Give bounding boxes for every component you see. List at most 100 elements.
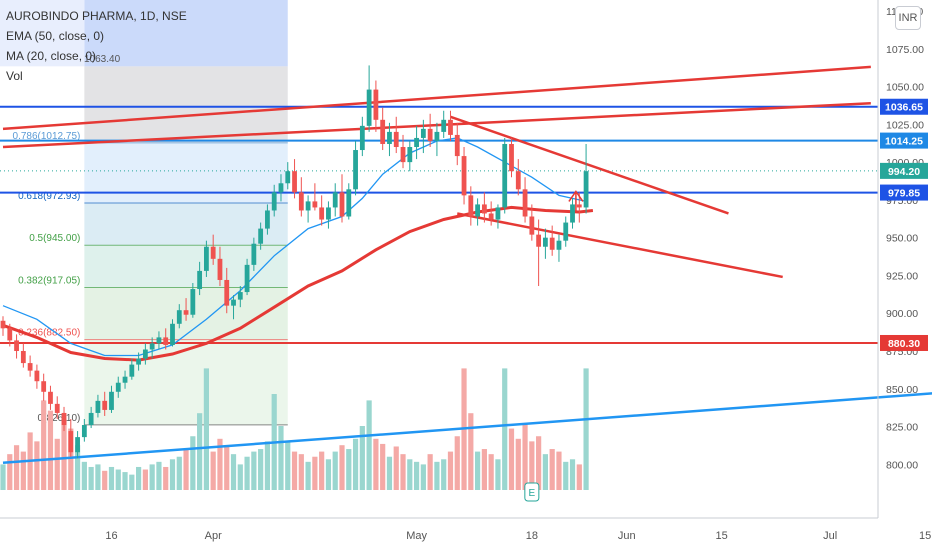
candle-body [163,337,169,345]
chart-legend: AUROBINDO PHARMA, 1D, NSE EMA (50, close… [6,6,187,86]
price-axis-tick: 1050.00 [886,82,924,94]
candle-body [75,437,80,453]
volume-bar [20,451,26,490]
candle-body [549,237,555,250]
time-axis-tick: Jul [823,530,837,542]
candle-body [536,234,542,247]
candle-body [102,400,108,410]
candle-body [190,289,196,315]
candle-body [448,119,453,135]
volume-bar [475,451,481,490]
price-axis-tick: 1025.00 [886,119,924,131]
candle-body [346,189,352,217]
candle-body [407,147,413,163]
volume-bar [102,470,108,490]
candle-body [509,143,514,172]
candle-body [237,292,243,300]
fib-level-label: 0.786(1012.75) [13,131,81,142]
candle-body [149,343,155,350]
candle-body [27,363,33,371]
fib-zone [84,203,288,246]
volume-bar [563,461,569,490]
candle-body [556,240,562,250]
candle-body [393,131,399,148]
volume-bar [366,400,372,490]
candle-body [366,89,372,126]
volume-bar [244,456,250,490]
candle-body [292,171,297,193]
volume-bar [522,423,528,490]
fib-zone [84,245,288,288]
candle-body [14,340,19,351]
currency-button[interactable]: INR [895,6,921,30]
time-axis-tick: 15 [716,530,728,542]
candle-body [122,376,128,383]
candle-body [265,210,270,229]
fib-level-label: 0.236(882.50) [18,328,80,339]
volume-bar [264,441,271,490]
volume-bar [312,456,318,490]
price-axis-tick: 950.00 [886,233,918,245]
candle-body [502,143,508,208]
candle-body [231,299,236,306]
volume-bar [298,454,304,490]
candle-body [481,204,487,214]
date-range-highlight [0,0,85,67]
time-axis-tick: Jun [618,530,636,542]
volume-bar [251,451,257,490]
fib-zone [84,66,288,143]
candle-body [434,131,440,141]
volume-bar [352,438,359,490]
candle-body [271,192,277,211]
candle-body [0,320,6,329]
volume-bar [190,436,196,490]
candle-body [522,189,528,217]
volume-bar [258,449,264,490]
time-axis-tick: Apr [205,530,222,542]
volume-bar [169,459,176,490]
candle-body [488,213,494,220]
candle-body [61,412,67,426]
candle-body [285,171,291,184]
volume-bar [108,466,115,490]
candle-body [461,156,467,196]
price-label: 1036.65 [885,102,923,114]
price-label: 880.30 [888,338,920,350]
candle-body [142,349,148,359]
volume-bar [495,459,501,490]
volume-bar [68,428,74,490]
volume-bar [373,438,379,490]
trendline-rising-support [2,392,932,465]
volume-indicator-label[interactable]: Vol [6,69,23,83]
ma-indicator-label[interactable]: MA (20, close, 0) [6,49,97,63]
volume-bar [427,454,433,490]
candle-body [20,350,26,364]
volume-bar [224,446,230,490]
candle-body [95,400,101,413]
time-axis-tick: 15 [919,530,931,542]
volume-bar [434,461,440,490]
candle-body [278,183,284,193]
trendline-upper-channel [2,65,871,131]
candle-body [204,246,209,271]
candle-body [170,323,175,345]
volume-bar [454,436,460,490]
volume-bar [81,461,87,490]
candle-body [441,119,447,132]
volume-bar [407,459,413,490]
volume-bar [508,428,515,490]
volume-bar [13,445,20,490]
candle-body [380,119,386,144]
volume-bar [61,419,67,490]
volume-bar [569,459,576,490]
date-range-highlight [84,0,288,67]
earnings-marker-label: E [529,488,536,499]
ema-indicator-label[interactable]: EMA (50, close, 0) [6,29,105,43]
volume-bar [346,449,352,490]
candle-body [136,358,141,365]
price-axis-tick: 900.00 [886,308,918,320]
time-axis-tick: 18 [526,530,538,542]
volume-bar [88,466,94,490]
candle-body [54,403,60,413]
